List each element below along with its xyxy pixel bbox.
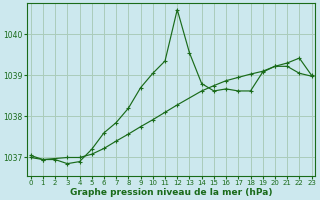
X-axis label: Graphe pression niveau de la mer (hPa): Graphe pression niveau de la mer (hPa): [70, 188, 272, 197]
